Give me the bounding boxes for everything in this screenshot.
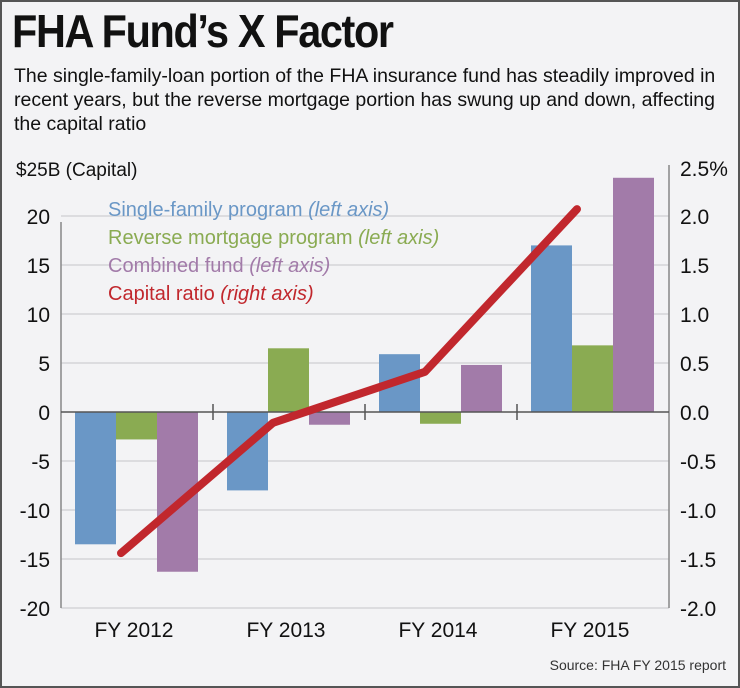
right-tick-label: 2.0 xyxy=(680,206,709,229)
left-tick-label: 0 xyxy=(38,402,50,425)
category-label: FY 2015 xyxy=(550,619,629,642)
right-tick-label: 1.5 xyxy=(680,255,709,278)
legend-axis-note: (right axis) xyxy=(220,283,313,305)
bar-reverse-mortgage-program xyxy=(116,412,157,440)
left-tick-label: 5 xyxy=(38,353,50,376)
left-tick-label: -15 xyxy=(20,549,50,572)
left-tick-label: 15 xyxy=(27,255,50,278)
legend-entry: Capital ratio (right axis) xyxy=(108,283,314,305)
bar-combined-fund xyxy=(309,412,350,425)
chart-subtitle: The single-family-loan portion of the FH… xyxy=(14,65,716,135)
legend-axis-note: (left axis) xyxy=(249,255,330,277)
capital-ratio-line xyxy=(117,205,581,558)
right-tick-label: -2.0 xyxy=(680,598,716,621)
legend-axis-note: (left axis) xyxy=(358,227,439,249)
left-tick-label: -5 xyxy=(31,451,50,474)
left-tick-label: -20 xyxy=(20,598,50,621)
right-tick-label: 0.0 xyxy=(680,402,709,425)
bar-combined-fund xyxy=(613,177,654,412)
category-label: FY 2014 xyxy=(398,619,477,642)
bar-single-family-program xyxy=(75,412,116,545)
legend-label: Single-family program xyxy=(108,199,308,221)
bar-reverse-mortgage-program xyxy=(268,348,309,412)
bar-single-family-program xyxy=(227,412,268,491)
left-tick-label: 10 xyxy=(27,304,50,327)
category-label: FY 2012 xyxy=(94,619,173,642)
right-tick-label: -1.5 xyxy=(680,549,716,572)
chart-title: FHA Fund’s X Factor xyxy=(12,5,394,57)
legend-axis-note: (left axis) xyxy=(308,199,389,221)
bar-combined-fund xyxy=(461,364,502,412)
category-label: FY 2013 xyxy=(246,619,325,642)
bar-reverse-mortgage-program xyxy=(572,345,613,412)
left-tick-label: -10 xyxy=(20,500,50,523)
right-tick-label: 1.0 xyxy=(680,304,709,327)
right-tick-label: 0.5 xyxy=(680,353,709,376)
legend-label: Reverse mortgage program xyxy=(108,227,358,249)
legend-label: Combined fund xyxy=(108,255,249,277)
source-note: Source: FHA FY 2015 report xyxy=(549,657,726,673)
legend-entry: Combined fund (left axis) xyxy=(108,255,330,277)
legend-entry: Single-family program (left axis) xyxy=(108,199,389,221)
legend-label: Capital ratio xyxy=(108,283,220,305)
left-tick-label: 20 xyxy=(27,206,50,229)
bar-reverse-mortgage-program xyxy=(420,412,461,424)
left-axis-label: $25B (Capital) xyxy=(16,160,137,181)
bar-single-family-program xyxy=(531,245,572,412)
right-tick-label: -0.5 xyxy=(680,451,716,474)
legend-entry: Reverse mortgage program (left axis) xyxy=(108,227,439,249)
right-axis-top-label: 2.5% xyxy=(680,158,728,181)
right-tick-label: -1.0 xyxy=(680,500,716,523)
